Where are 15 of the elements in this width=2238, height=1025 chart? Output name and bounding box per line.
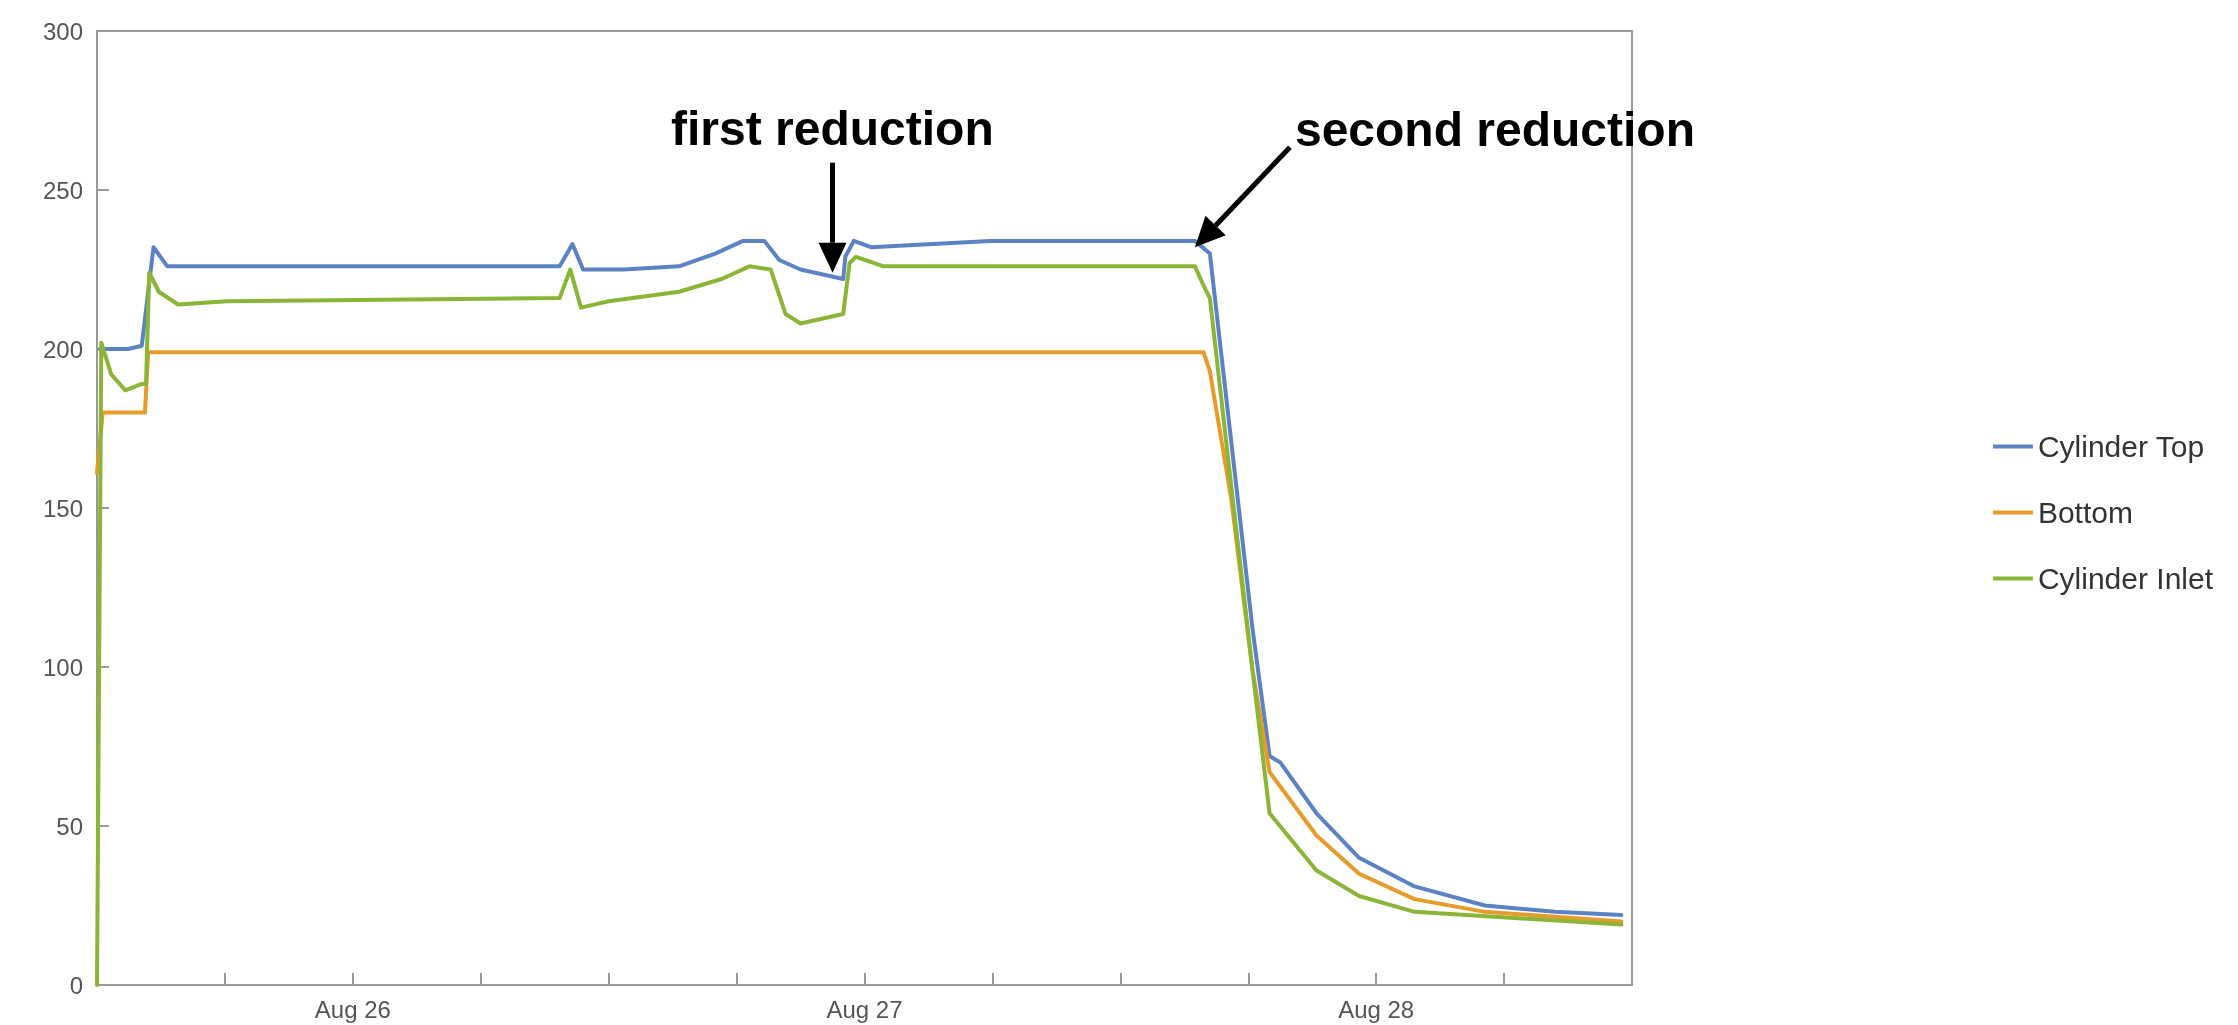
annotation: first reduction	[671, 100, 994, 156]
x-tick-label: Aug 27	[826, 995, 903, 1023]
y-tick-label: 150	[42, 494, 83, 522]
x-tick-label: Aug 26	[314, 995, 391, 1023]
y-tick-label: 50	[56, 812, 83, 840]
legend-label: Cylinder Top	[2037, 430, 2205, 463]
y-tick-label: 300	[42, 17, 83, 45]
y-tick-label: 0	[69, 971, 83, 999]
x-tick-label: Aug 28	[1338, 995, 1415, 1023]
legend-label: Bottom	[2037, 496, 2133, 529]
y-tick-label: 250	[42, 176, 83, 204]
y-tick-label: 100	[42, 653, 83, 681]
annotation: second reduction	[1294, 102, 1695, 158]
legend-label: Cylinder Inlet	[2037, 562, 2214, 595]
y-tick-label: 200	[42, 335, 83, 363]
